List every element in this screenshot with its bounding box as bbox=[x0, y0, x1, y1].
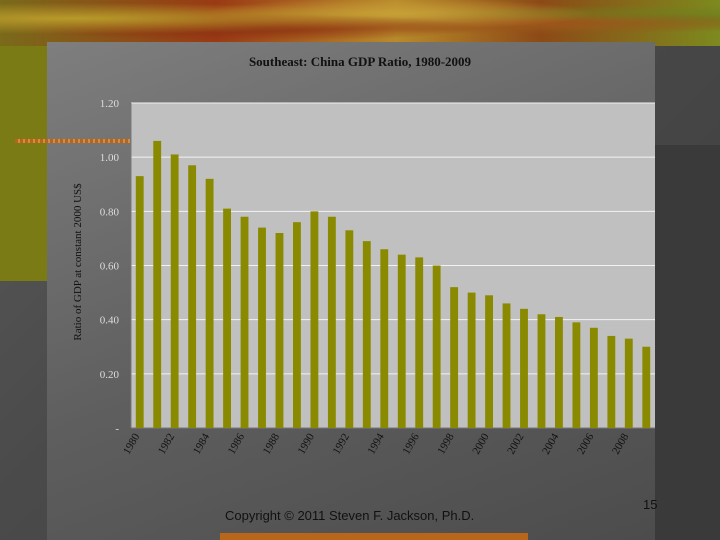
y-tick-label: 1.20 bbox=[100, 98, 120, 110]
bar bbox=[135, 176, 144, 428]
y-tick-label: 1.00 bbox=[100, 152, 120, 164]
bar bbox=[450, 287, 459, 428]
x-tick-label: 2002 bbox=[505, 432, 526, 457]
page-number: 15 bbox=[643, 497, 658, 512]
bar bbox=[502, 303, 511, 428]
y-tick-label: 0.20 bbox=[100, 369, 120, 381]
bar bbox=[293, 222, 301, 428]
y-tick-label: 0.80 bbox=[100, 206, 120, 218]
bar bbox=[345, 230, 354, 428]
orange-accent-line bbox=[15, 139, 130, 143]
x-tick-label: 1988 bbox=[261, 431, 283, 456]
x-tick-label: 1984 bbox=[191, 431, 213, 456]
x-tick-label: 1998 bbox=[435, 431, 457, 456]
bar bbox=[415, 257, 424, 428]
bar bbox=[275, 233, 284, 428]
x-tick-label: 1990 bbox=[296, 431, 318, 456]
bar bbox=[555, 316, 563, 428]
bar bbox=[223, 208, 231, 428]
bottom-accent-bar bbox=[220, 533, 528, 540]
x-tick-label: 1980 bbox=[121, 431, 143, 456]
bar bbox=[485, 295, 493, 428]
x-tick-label: 1986 bbox=[226, 431, 248, 456]
bar bbox=[642, 346, 651, 428]
bar bbox=[432, 265, 441, 428]
bar bbox=[572, 322, 581, 428]
dark-accent-block bbox=[655, 145, 720, 540]
bar bbox=[520, 308, 528, 428]
bar bbox=[467, 292, 476, 428]
bar bbox=[240, 216, 249, 428]
bar bbox=[380, 249, 389, 428]
bar bbox=[607, 335, 616, 428]
bar bbox=[205, 178, 214, 428]
y-tick-label: 0.60 bbox=[100, 261, 120, 273]
bar bbox=[537, 314, 546, 428]
bar bbox=[624, 338, 633, 428]
y-tick-label: - bbox=[115, 423, 119, 435]
x-tick-label: 2000 bbox=[470, 431, 492, 456]
bar bbox=[362, 241, 371, 428]
x-tick-label: 2004 bbox=[540, 431, 562, 456]
x-tick-label: 1996 bbox=[400, 431, 422, 456]
chart-title: Southeast: China GDP Ratio, 1980-2009 bbox=[248, 54, 472, 69]
bar bbox=[258, 227, 266, 428]
x-tick-label: 2006 bbox=[575, 431, 597, 456]
x-tick-label: 2008 bbox=[610, 431, 632, 456]
bar bbox=[170, 154, 179, 429]
copyright-text: Copyright © 2011 Steven F. Jackson, Ph.D… bbox=[225, 508, 475, 523]
bar bbox=[188, 165, 197, 428]
bar bbox=[153, 140, 162, 428]
bar bbox=[589, 327, 598, 428]
bar bbox=[327, 216, 336, 428]
decorative-banner bbox=[0, 0, 720, 46]
x-tick-label: 1992 bbox=[331, 432, 352, 457]
x-tick-label: 1994 bbox=[365, 431, 387, 456]
olive-accent-block bbox=[0, 46, 47, 281]
bar bbox=[397, 254, 406, 428]
x-tick-label: 1982 bbox=[156, 432, 177, 457]
y-tick-label: 0.40 bbox=[100, 315, 120, 327]
bar bbox=[310, 211, 319, 428]
